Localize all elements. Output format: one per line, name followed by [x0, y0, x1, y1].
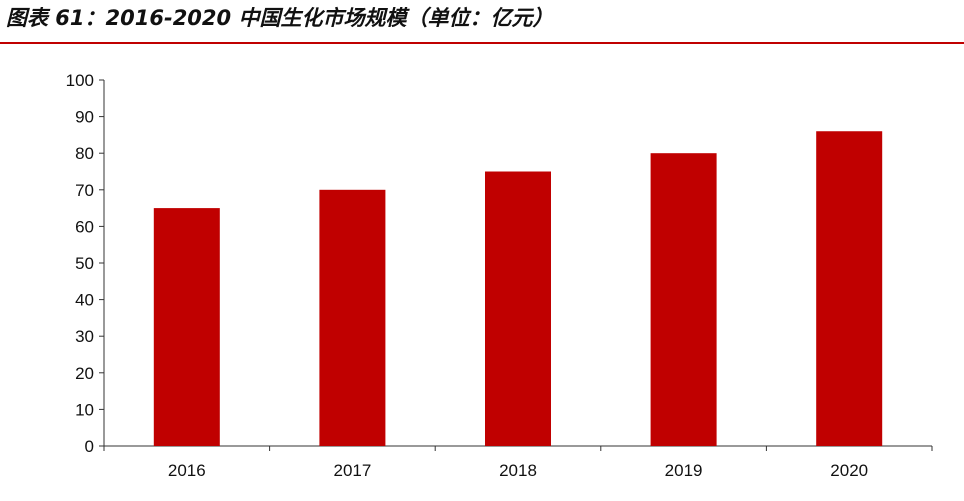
- x-tick-label: 2017: [333, 461, 371, 480]
- bars: [153, 131, 883, 447]
- y-axis: 0 10 20 30 40 50 60 70 80 90 100: [66, 71, 105, 456]
- x-axis: 2016 2017 2018 2019 2020: [103, 445, 933, 480]
- y-tick-label: 60: [75, 217, 94, 236]
- x-tick-label: 2019: [665, 461, 703, 480]
- bar-2016: [153, 208, 220, 446]
- y-tick-label: 50: [75, 254, 94, 273]
- x-tick-label: 2018: [499, 461, 537, 480]
- y-tick-label: 90: [75, 108, 94, 127]
- y-tick-label: 70: [75, 181, 94, 200]
- x-tick-label: 2020: [830, 461, 868, 480]
- bar-2020: [816, 131, 883, 447]
- bar-2018: [485, 171, 551, 446]
- bar-2017: [319, 189, 386, 447]
- y-tick-label: 100: [66, 71, 94, 90]
- figure-title: 图表 61：2016-2020 中国生化市场规模（单位：亿元）: [6, 6, 554, 30]
- y-tick-label: 80: [75, 144, 94, 163]
- y-tick-label: 0: [85, 437, 94, 456]
- bar-2019: [650, 153, 717, 446]
- y-tick-label: 30: [75, 327, 94, 346]
- x-tick-label: 2016: [168, 461, 206, 480]
- y-tick-label: 40: [75, 291, 94, 310]
- y-tick-label: 10: [75, 400, 94, 419]
- title-divider: [0, 42, 964, 44]
- y-tick-label: 20: [75, 364, 94, 383]
